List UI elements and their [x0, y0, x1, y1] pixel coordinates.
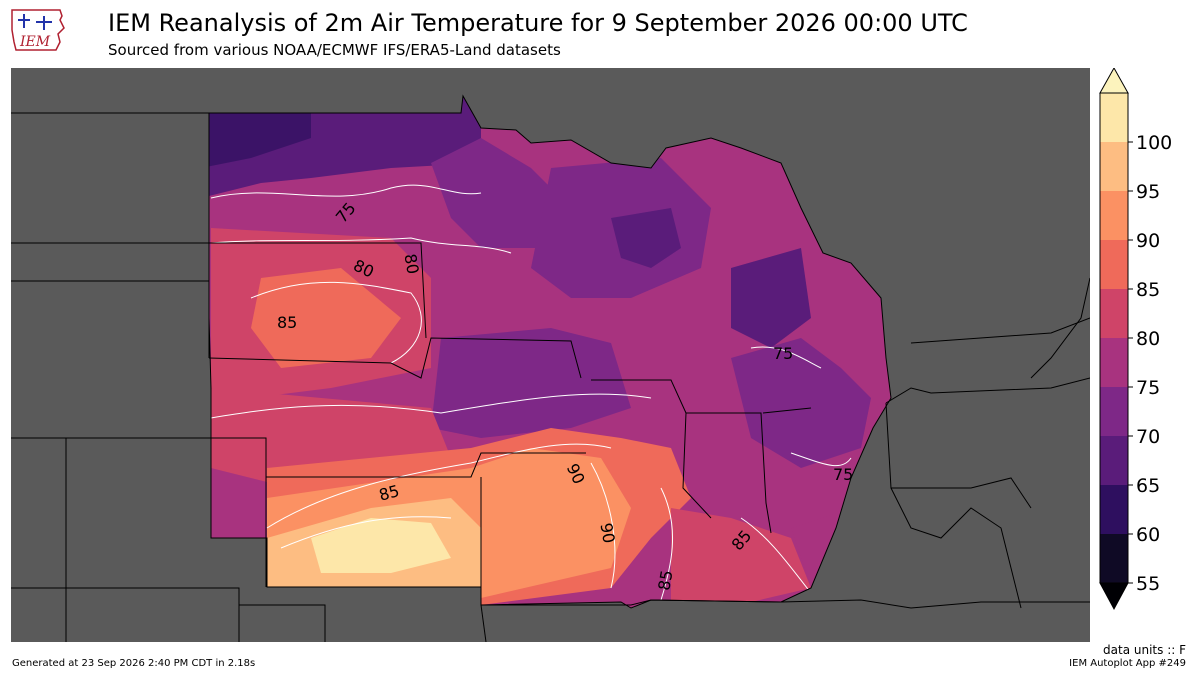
colorbar-swatch	[1100, 338, 1128, 387]
colorbar-swatch	[1100, 240, 1128, 289]
colorbar-tick-label: 100	[1136, 132, 1172, 154]
temperature-map: 75 80 80 85 85 90 90 85 85 75 75	[11, 68, 1091, 643]
colorbar-swatch	[1100, 534, 1128, 583]
temperature-field	[209, 96, 891, 608]
colorbar-tick-label: 95	[1136, 181, 1160, 203]
colorbar-tick-label: 75	[1136, 377, 1160, 399]
colorbar-swatch	[1100, 191, 1128, 240]
contour-label: 75	[833, 465, 853, 484]
colorbar-swatch	[1100, 289, 1128, 338]
generated-timestamp: Generated at 23 Sep 2026 2:40 PM CDT in …	[12, 658, 256, 669]
autoplot-app-label: IEM Autoplot App #249	[1069, 658, 1186, 669]
colorbar-tick-label: 55	[1136, 573, 1160, 595]
colorbar-tick-label: 65	[1136, 475, 1160, 497]
colorbar-tick-label: 90	[1136, 230, 1160, 252]
colorbar-swatch	[1100, 387, 1128, 436]
contour-label: 75	[773, 344, 793, 363]
contour-label: 85	[654, 569, 676, 592]
contour-label: 90	[596, 521, 618, 544]
map-subtitle: Sourced from various NOAA/ECMWF IFS/ERA5…	[108, 41, 561, 59]
contour-lines	[210, 184, 852, 601]
colorbar-swatch	[1100, 93, 1128, 142]
colorbar-tick-label: 70	[1136, 426, 1160, 448]
colorbar: 55 60 65 70 75 80 85 90 95 100	[1096, 66, 1196, 613]
logo-text: IEM	[19, 34, 51, 50]
colorbar-tick-label: 85	[1136, 279, 1160, 301]
colorbar-extend-high	[1099, 66, 1129, 94]
colorbar-extend-low	[1099, 582, 1129, 611]
map-title: IEM Reanalysis of 2m Air Temperature for…	[108, 9, 968, 37]
data-units-label: data units :: F	[1103, 643, 1186, 657]
contour-label: 80	[400, 252, 422, 275]
contour-label: 85	[277, 313, 297, 332]
colorbar-tick-label: 80	[1136, 328, 1160, 350]
state-boundaries	[11, 95, 1091, 643]
colorbar-swatch	[1100, 142, 1128, 191]
iem-logo: IEM	[8, 6, 68, 56]
colorbar-tick-label: 60	[1136, 524, 1160, 546]
colorbar-swatch	[1100, 436, 1128, 485]
contour-label: 85	[377, 481, 402, 505]
colorbar-swatch	[1100, 485, 1128, 534]
